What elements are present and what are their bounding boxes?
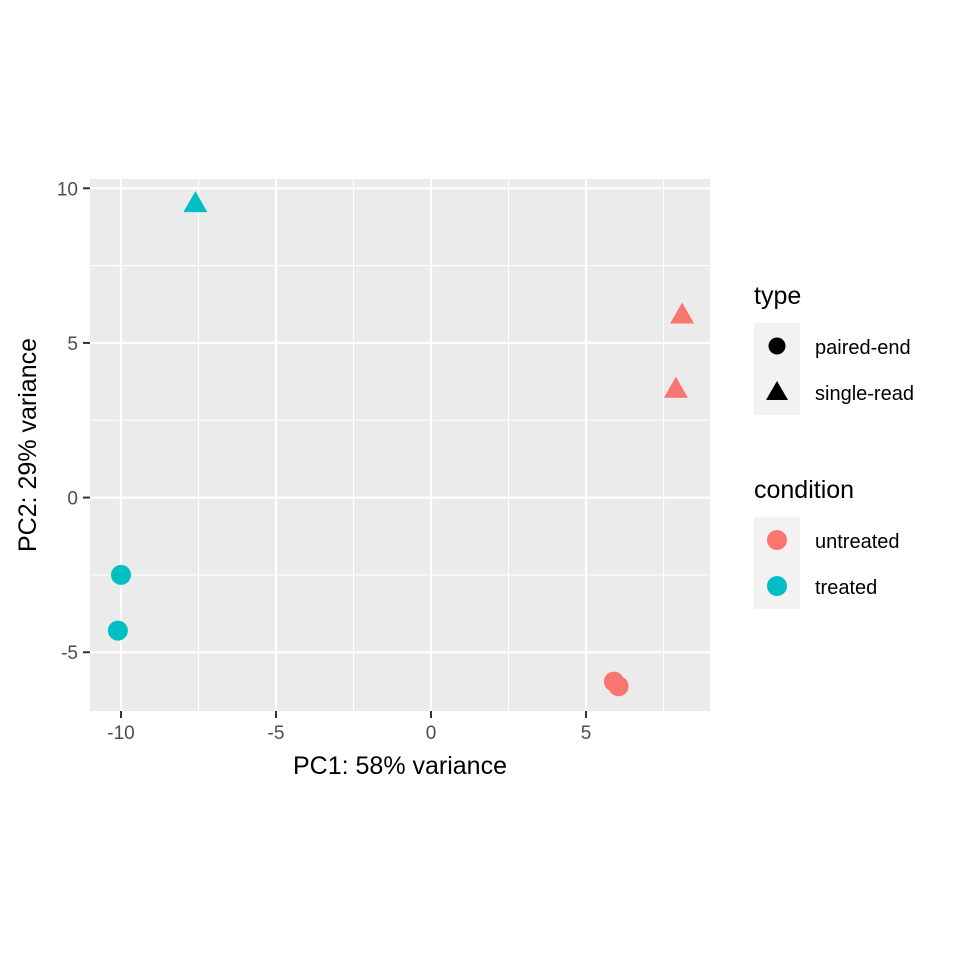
data-point-untreated-paired-end — [608, 676, 629, 697]
y-axis-title: PC2: 29% variance — [14, 338, 42, 552]
legend-type-title: type — [754, 282, 801, 310]
data-points — [107, 191, 695, 697]
y-tick-label: -5 — [61, 643, 78, 664]
y-axis-tick-labels: -5 0 5 10 — [57, 179, 78, 664]
data-point-treated-single-read — [183, 191, 208, 213]
x-tick-label: 0 — [426, 723, 437, 744]
legend-key-untreated-icon — [767, 530, 787, 550]
x-tick-label: -5 — [268, 723, 285, 744]
major-gridlines — [90, 179, 710, 711]
legend-condition-title: condition — [754, 476, 854, 504]
x-tick-label: 5 — [581, 723, 592, 744]
y-tick-label: 0 — [67, 489, 78, 510]
legend-label-paired-end: paired-end — [815, 337, 911, 359]
y-tick-label: 10 — [57, 179, 78, 200]
x-tick-label: -10 — [107, 723, 134, 744]
axis-ticks — [83, 187, 587, 718]
plot-panel — [90, 179, 710, 711]
legend-key-treated-icon — [767, 576, 787, 596]
legend-type: type paired-end single-read — [754, 282, 914, 415]
legend-condition: condition untreated treated — [754, 476, 900, 609]
legend-label-untreated: untreated — [815, 531, 900, 553]
legend-key-circle-icon — [768, 337, 786, 355]
data-point-untreated-single-read — [670, 302, 695, 324]
minor-gridlines — [90, 179, 710, 711]
legend-label-treated: treated — [815, 577, 877, 599]
x-axis-tick-labels: -10 -5 0 5 — [107, 723, 591, 744]
data-point-treated-paired-end — [111, 564, 131, 585]
legend-label-single-read: single-read — [815, 383, 914, 405]
data-point-untreated-single-read — [663, 376, 688, 398]
x-axis-title: PC1: 58% variance — [293, 752, 507, 780]
y-tick-label: 5 — [67, 334, 78, 355]
data-point-treated-paired-end — [107, 620, 128, 641]
legend-key-triangle-icon — [766, 381, 788, 400]
